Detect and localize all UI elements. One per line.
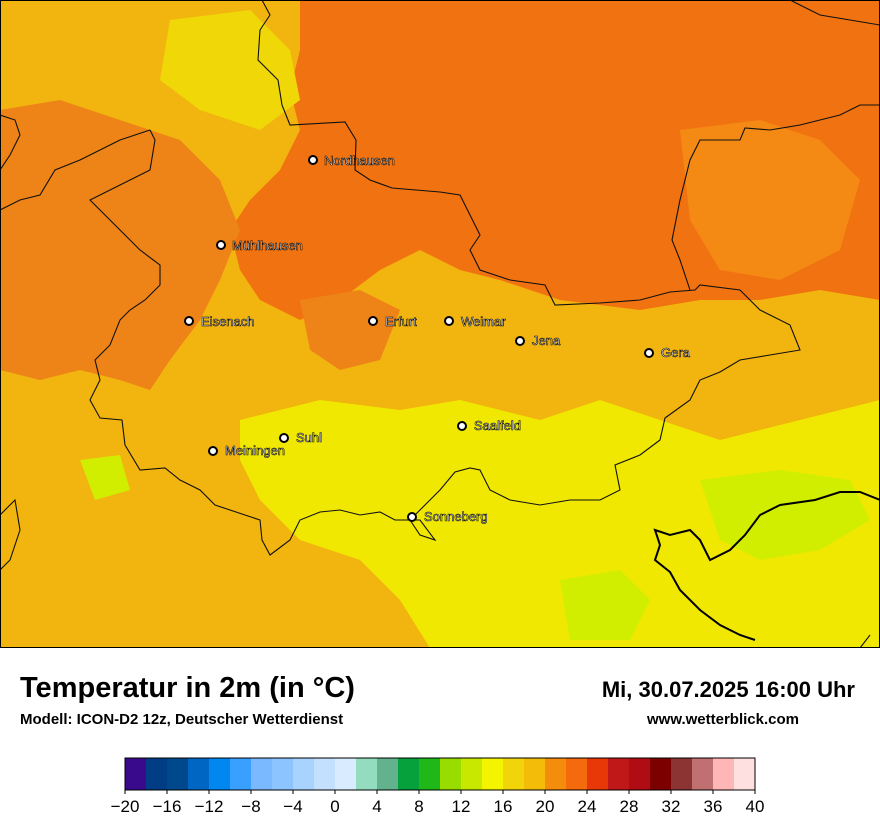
state-borders [0, 0, 880, 648]
legend-swatch [230, 758, 252, 790]
legend-swatch [713, 758, 735, 790]
legend-swatch [671, 758, 693, 790]
legend-swatch [167, 758, 189, 790]
legend-swatch [440, 758, 462, 790]
legend-swatch [650, 758, 672, 790]
website-link[interactable]: www.wetterblick.com [647, 711, 799, 728]
legend-swatch [524, 758, 546, 790]
legend-swatch [608, 758, 630, 790]
yellow-region-north [160, 10, 300, 130]
city-label: Erfurt [385, 314, 417, 329]
city-suhl: Suhl [279, 430, 322, 445]
legend-swatch [545, 758, 567, 790]
legend-swatch [419, 758, 441, 790]
legend-swatches [125, 758, 756, 790]
legend-swatch [272, 758, 294, 790]
legend-swatch [356, 758, 378, 790]
legend-swatch [482, 758, 504, 790]
legend-tick-label: 16 [494, 797, 513, 816]
legend-swatch [587, 758, 609, 790]
legend-swatch [251, 758, 273, 790]
legend-swatch [461, 758, 483, 790]
city-eisenach: Eisenach [184, 314, 255, 329]
city-muehlhausen: Mühlhausen [216, 238, 303, 253]
orange-patch-east [680, 120, 860, 280]
city-meiningen: Meiningen [208, 443, 285, 458]
legend-swatch [209, 758, 231, 790]
city-erfurt: Erfurt [368, 314, 417, 329]
forecast-datetime: Mi, 30.07.2025 16:00 Uhr [601, 677, 855, 702]
legend-tick-label: 40 [746, 797, 765, 816]
legend-tick-label: 4 [372, 797, 381, 816]
legend-tick-label: 32 [662, 797, 681, 816]
city-label: Sonneberg [424, 509, 488, 524]
legend-tick-label: 36 [704, 797, 723, 816]
legend-tick-label: 0 [330, 797, 339, 816]
city-label: Eisenach [201, 314, 254, 329]
legend-swatch [566, 758, 588, 790]
legend-swatch [629, 758, 651, 790]
yellow-green-patch-south [560, 570, 650, 640]
city-nordhausen: Nordhausen [308, 153, 395, 168]
city-saalfeld: Saalfeld [457, 418, 521, 433]
legend-swatch [188, 758, 210, 790]
legend-swatch [293, 758, 315, 790]
yellow-green-patch-west [80, 455, 130, 500]
city-weimar: Weimar [444, 314, 507, 329]
legend-swatch [146, 758, 168, 790]
national-border [653, 491, 880, 641]
city-markers: Nordhausen Mühlhausen Eisenach Erfurt We… [184, 153, 691, 524]
temperature-map: Nordhausen Mühlhausen Eisenach Erfurt We… [0, 0, 880, 648]
legend-tick-label: 20 [536, 797, 555, 816]
warm-region-west [0, 100, 240, 390]
city-label: Weimar [461, 314, 506, 329]
city-gera: Gera [644, 345, 691, 360]
city-label: Mühlhausen [232, 238, 303, 253]
legend-tick-label: 8 [414, 797, 423, 816]
city-label: Nordhausen [324, 153, 395, 168]
model-source: Modell: ICON-D2 12z, Deutscher Wetterdie… [20, 711, 344, 728]
map-title: Temperatur in 2m (in °C) [20, 672, 355, 704]
legend-tick-label: −16 [153, 797, 182, 816]
city-label: Jena [532, 333, 561, 348]
legend-swatch [314, 758, 336, 790]
cool-region-south [240, 400, 880, 648]
legend-tick-label: 28 [620, 797, 639, 816]
city-label: Saalfeld [474, 418, 521, 433]
city-label: Suhl [296, 430, 322, 445]
city-jena: Jena [515, 333, 561, 348]
legend-frame [124, 757, 756, 791]
legend-tick-label: 24 [578, 797, 597, 816]
legend-swatch [125, 758, 147, 790]
color-legend: −20 −16 −12 −8 −4 0 4 8 12 16 20 24 28 32 36 40 [111, 757, 765, 816]
legend-ticks: −20 −16 −12 −8 −4 0 4 8 12 16 20 24 28 32 36 40 [111, 790, 765, 816]
legend-swatch [503, 758, 525, 790]
legend-swatch [734, 758, 756, 790]
legend-tick-label: −20 [111, 797, 140, 816]
legend-tick-label: −12 [195, 797, 224, 816]
legend-tick-label: −8 [241, 797, 260, 816]
city-label: Meiningen [225, 443, 285, 458]
legend-swatch [692, 758, 714, 790]
legend-tick-label: 12 [452, 797, 471, 816]
warm-patch-center [300, 290, 400, 370]
city-sonneberg: Sonneberg [407, 509, 488, 524]
legend-swatch [335, 758, 357, 790]
legend-swatch [398, 758, 420, 790]
legend-tick-label: −4 [283, 797, 302, 816]
city-label: Gera [661, 345, 691, 360]
legend-swatch [377, 758, 399, 790]
